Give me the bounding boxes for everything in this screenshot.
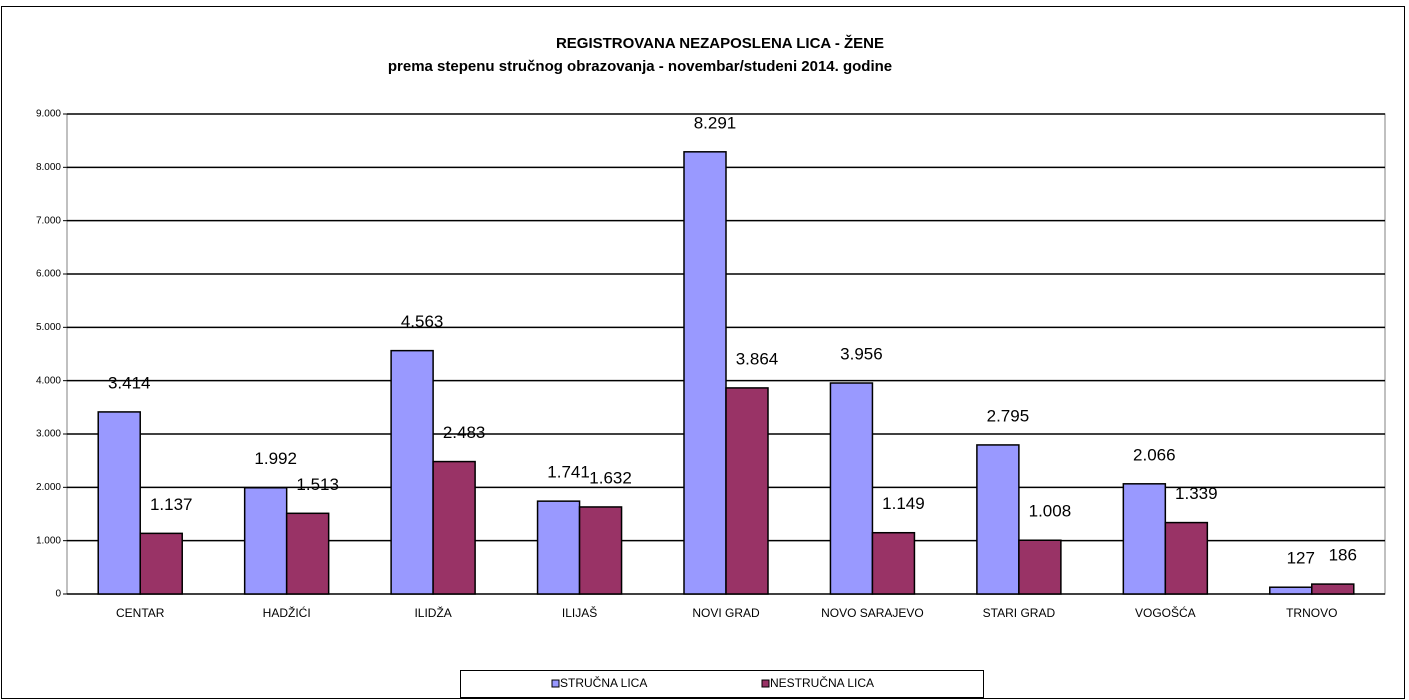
bar xyxy=(578,506,623,595)
x-tick-label: CENTAR xyxy=(116,606,165,620)
value-label: 8.291 xyxy=(694,113,737,132)
legend-label: STRUČNA LICA xyxy=(560,675,647,690)
value-label: 4.563 xyxy=(401,312,444,331)
x-tick-label: ILIDŽA xyxy=(414,605,451,620)
value-label: 127 xyxy=(1287,549,1315,568)
bar xyxy=(1018,539,1062,595)
bar xyxy=(97,411,141,595)
value-label: 1.149 xyxy=(882,494,925,513)
value-label: 1.741 xyxy=(547,463,590,482)
bar xyxy=(1269,586,1313,595)
legend-label: NESTRUČNA LICA xyxy=(770,675,874,690)
bar xyxy=(390,349,434,595)
y-tick-label: 9.000 xyxy=(36,109,61,120)
bar xyxy=(1122,483,1167,595)
value-label: 1.992 xyxy=(254,449,297,468)
x-tick-label: NOVI GRAD xyxy=(692,606,760,620)
bar xyxy=(1311,583,1355,595)
value-label: 186 xyxy=(1329,546,1357,565)
value-label: 1.632 xyxy=(589,468,632,487)
value-label: 3.414 xyxy=(108,373,151,392)
value-label: 1.513 xyxy=(296,475,339,494)
bar xyxy=(139,532,183,595)
legend xyxy=(460,670,984,698)
y-tick-label: 1.000 xyxy=(36,535,61,546)
bar xyxy=(243,487,288,595)
y-tick-label: 4.000 xyxy=(36,375,61,386)
x-tick-label: VOGOŠĆA xyxy=(1135,605,1196,620)
chart-subtitle: prema stepenu stručnog obrazovanja - nov… xyxy=(388,58,892,75)
y-tick-label: 5.000 xyxy=(36,322,61,333)
x-tick-label: HADŽIĆI xyxy=(263,605,311,620)
x-tick-label: TRNOVO xyxy=(1286,606,1337,620)
x-tick-label: ILIJAŠ xyxy=(562,605,597,620)
bar xyxy=(829,382,874,595)
legend-swatch xyxy=(551,679,560,688)
y-tick-label: 3.000 xyxy=(36,429,61,440)
legend-swatch xyxy=(761,679,770,688)
value-label: 2.795 xyxy=(987,406,1030,425)
bar xyxy=(871,531,916,595)
value-label: 2.066 xyxy=(1133,445,1176,464)
bar xyxy=(976,444,1020,595)
value-label: 2.483 xyxy=(443,423,486,442)
bar xyxy=(285,512,330,595)
y-tick-label: 6.000 xyxy=(36,269,61,280)
y-tick-label: 7.000 xyxy=(36,215,61,226)
bar xyxy=(1164,521,1209,595)
value-label: 1.137 xyxy=(150,495,193,514)
value-label: 1.339 xyxy=(1175,484,1218,503)
bar xyxy=(432,460,476,595)
y-tick-label: 2.000 xyxy=(36,482,61,493)
bar xyxy=(683,151,727,595)
bar xyxy=(536,500,581,595)
chart-title: REGISTROVANA NEZAPOSLENA LICA - ŽENE xyxy=(556,34,884,52)
value-label: 1.008 xyxy=(1029,502,1072,521)
value-label: 3.956 xyxy=(840,344,883,363)
y-tick-label: 0 xyxy=(55,589,61,600)
x-tick-label: STARI GRAD xyxy=(983,606,1056,620)
value-label: 3.864 xyxy=(736,349,779,368)
x-tick-label: NOVO SARAJEVO xyxy=(821,606,924,620)
bar xyxy=(725,387,769,595)
y-tick-label: 8.000 xyxy=(36,162,61,173)
